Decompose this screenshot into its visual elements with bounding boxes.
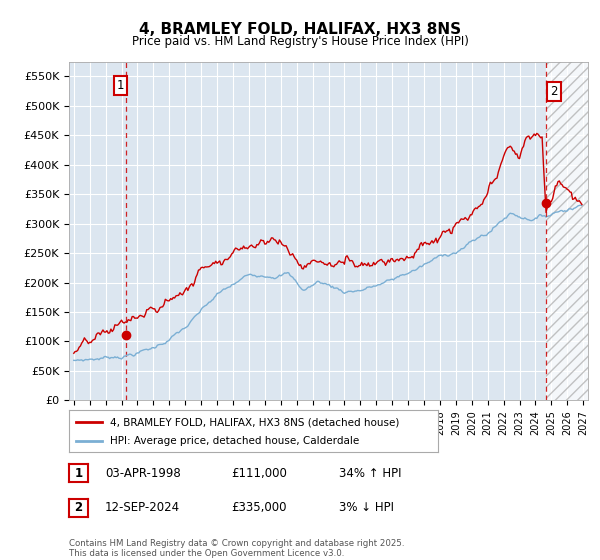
Text: 1: 1 [117,78,124,92]
Text: Price paid vs. HM Land Registry's House Price Index (HPI): Price paid vs. HM Land Registry's House … [131,35,469,48]
Text: 3% ↓ HPI: 3% ↓ HPI [339,501,394,515]
Text: 4, BRAMLEY FOLD, HALIFAX, HX3 8NS (detached house): 4, BRAMLEY FOLD, HALIFAX, HX3 8NS (detac… [110,417,399,427]
Bar [546,62,591,400]
Bar [546,62,591,400]
Text: 03-APR-1998: 03-APR-1998 [105,466,181,480]
Text: 2: 2 [550,85,558,97]
Text: £335,000: £335,000 [231,501,287,515]
Text: 2: 2 [74,501,83,515]
Text: 4, BRAMLEY FOLD, HALIFAX, HX3 8NS: 4, BRAMLEY FOLD, HALIFAX, HX3 8NS [139,22,461,38]
Text: £111,000: £111,000 [231,466,287,480]
Text: 34% ↑ HPI: 34% ↑ HPI [339,466,401,480]
Text: Contains HM Land Registry data © Crown copyright and database right 2025.
This d: Contains HM Land Registry data © Crown c… [69,539,404,558]
Text: 12-SEP-2024: 12-SEP-2024 [105,501,180,515]
Text: HPI: Average price, detached house, Calderdale: HPI: Average price, detached house, Cald… [110,436,359,446]
Text: 1: 1 [74,466,83,480]
